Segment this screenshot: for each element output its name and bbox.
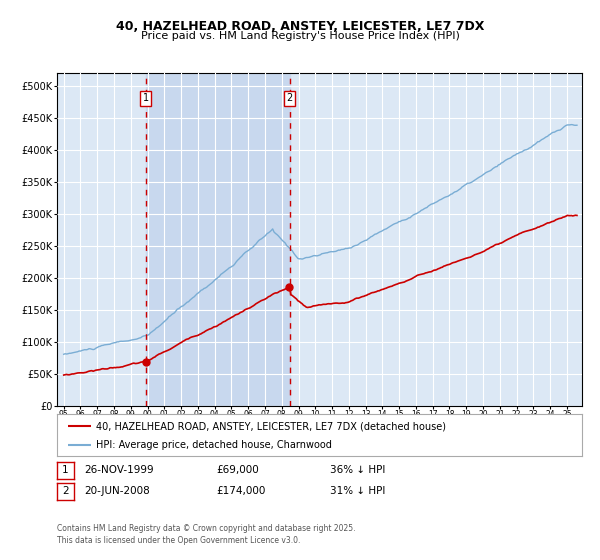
Text: 40, HAZELHEAD ROAD, ANSTEY, LEICESTER, LE7 7DX (detached house): 40, HAZELHEAD ROAD, ANSTEY, LEICESTER, L… (97, 421, 446, 431)
Text: 2: 2 (287, 94, 293, 104)
Text: 1: 1 (143, 94, 149, 104)
Text: 31% ↓ HPI: 31% ↓ HPI (330, 486, 385, 496)
Bar (146, 73, 290, 406)
Text: 36% ↓ HPI: 36% ↓ HPI (330, 465, 385, 475)
Text: £69,000: £69,000 (216, 465, 259, 475)
Text: £174,000: £174,000 (216, 486, 265, 496)
Text: Contains HM Land Registry data © Crown copyright and database right 2025.
This d: Contains HM Land Registry data © Crown c… (57, 524, 355, 545)
Text: 40, HAZELHEAD ROAD, ANSTEY, LEICESTER, LE7 7DX: 40, HAZELHEAD ROAD, ANSTEY, LEICESTER, L… (116, 20, 484, 32)
Text: HPI: Average price, detached house, Charnwood: HPI: Average price, detached house, Char… (97, 440, 332, 450)
Text: Price paid vs. HM Land Registry's House Price Index (HPI): Price paid vs. HM Land Registry's House … (140, 31, 460, 41)
Text: 1: 1 (62, 465, 69, 475)
Text: 26-NOV-1999: 26-NOV-1999 (84, 465, 154, 475)
Text: 20-JUN-2008: 20-JUN-2008 (84, 486, 150, 496)
Text: 2: 2 (62, 486, 69, 496)
